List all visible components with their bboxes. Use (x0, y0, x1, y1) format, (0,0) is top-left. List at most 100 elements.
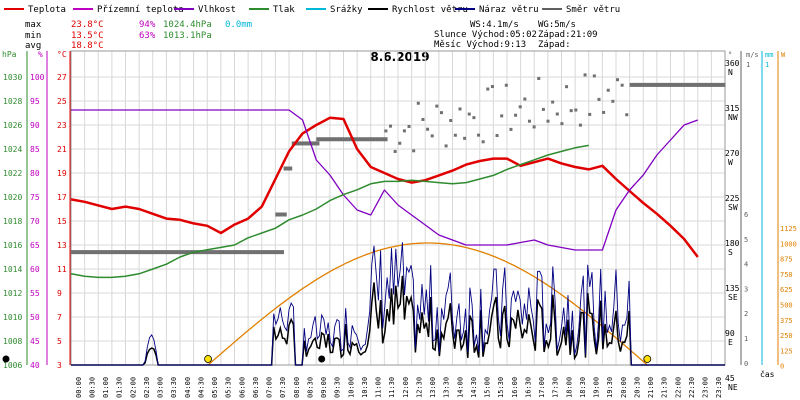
wind-direction-mark (185, 250, 189, 255)
wind-direction-mark (357, 137, 361, 142)
x-tick-label: 18:30 (579, 377, 587, 398)
temperature-tick: 23 (57, 121, 67, 130)
wind-direction-mark (398, 141, 402, 145)
wind-direction-mark (578, 123, 582, 127)
right-axis-unit-1: m/s (746, 51, 759, 59)
wind-direction-mark (332, 137, 336, 142)
stat-max-label: max (25, 20, 42, 30)
wind-gust-line (71, 242, 725, 366)
wind-direction-layer (71, 73, 726, 255)
wind-direction-mark (95, 250, 99, 255)
wind-direction-mark (703, 82, 707, 87)
series-line-vlhkost (71, 109, 699, 251)
series-line-tlak (70, 144, 589, 279)
wind-direction-mark (348, 137, 353, 142)
wind-direction-mark (393, 149, 397, 153)
rain-axis-top: 1 (765, 61, 769, 69)
right-axis-unit-3: W (781, 51, 786, 59)
wind-direction-mark (514, 113, 518, 117)
wind-direction-mark (705, 82, 710, 87)
wind-direction-mark (100, 250, 105, 255)
solar-radiation-line (207, 242, 648, 366)
wind-direction-mark (708, 82, 712, 87)
pressure-tick: 1014 (3, 265, 22, 274)
wind-direction-mark (670, 82, 674, 87)
humidity-tick: 45 (30, 337, 40, 346)
wind-direction-mark (362, 137, 366, 142)
wind-direction-mark (299, 141, 304, 146)
x-tick-label: 17:00 (538, 377, 546, 398)
wind-direction-mark (305, 141, 309, 146)
wind-tick: 2 (744, 310, 748, 318)
wind-direction-mark (467, 112, 471, 116)
wind-tick: 1 (744, 335, 748, 343)
stat-avg-temp: 18.8°C (71, 41, 104, 51)
wind-direction-mark (368, 137, 372, 142)
moonrise-info: Měsíc Východ:9:13 (434, 40, 526, 50)
wind-direction-mark (555, 112, 559, 116)
legend: Teplota Přízemní teplota Vlhkost Tlak Srážky… (4, 5, 620, 15)
wind-direction-mark (259, 250, 263, 255)
wind-direction-mark (215, 250, 219, 255)
direction-tick-letter: S (728, 248, 733, 257)
legend-label-2: Vlhkost (198, 5, 236, 15)
solar-tick: 1125 (780, 225, 797, 233)
wind-direction-mark (407, 124, 411, 128)
wind-direction-mark (201, 250, 205, 255)
x-tick-label: 08:00 (293, 377, 301, 398)
wind-direction-mark (209, 250, 214, 255)
x-tick-label: 11:00 (375, 377, 383, 398)
solar-tick: 500 (780, 302, 793, 310)
wind-direction-mark (711, 82, 715, 87)
wind-direction-mark (565, 85, 569, 89)
wind-direction-mark (160, 250, 165, 255)
humidity-tick: 100 (30, 73, 45, 82)
wind-direction-mark (681, 82, 685, 87)
wind-direction-mark (280, 250, 285, 255)
x-tick-label: 07:30 (279, 377, 287, 398)
right-axis-unit-0: ° (728, 51, 732, 59)
wind-direction-mark (620, 83, 624, 87)
x-tick-label: 22:00 (674, 377, 682, 398)
wind-direction-mark (421, 117, 425, 121)
chart-title: 8.6.2019 (370, 50, 429, 64)
pressure-tick: 1010 (3, 313, 22, 322)
wind-direction-mark (139, 250, 143, 255)
wind-direction-mark (207, 250, 211, 255)
wind-direction-mark (611, 99, 615, 103)
sunset-info: Západ:21:09 (538, 30, 598, 40)
wind-direction-mark (308, 141, 312, 146)
wind-direction-mark (495, 134, 499, 138)
x-tick-label: 14:00 (456, 377, 464, 398)
legend-label-1: Přízemní teplota (97, 5, 184, 15)
right-axis-unit-2: mm (765, 51, 773, 59)
wind-direction-mark (128, 250, 132, 255)
wind-direction-mark (602, 110, 606, 114)
direction-tick: 270 (725, 149, 740, 158)
wind-direction-mark (278, 250, 282, 255)
wind-direction-mark (389, 124, 393, 128)
temperature-tick: 17 (57, 193, 67, 202)
wind-direction-mark (226, 250, 230, 255)
wind-direction-mark (523, 97, 527, 101)
solar-tick: 1000 (780, 240, 797, 248)
pressure-tick: 1012 (3, 289, 22, 298)
x-tick-label: 16:00 (511, 377, 519, 398)
solar-tick: 625 (780, 286, 793, 294)
wind-direction-mark (667, 82, 671, 87)
wind-direction-mark (370, 137, 374, 142)
wind-tick: 5 (744, 236, 748, 244)
wind-direction-mark (267, 250, 271, 255)
wind-direction-mark (629, 82, 633, 87)
humidity-tick: 40 (30, 361, 40, 370)
wind-direction-mark (640, 82, 644, 87)
legend-label-0: Teplota (28, 5, 66, 15)
sunset-marker (643, 355, 652, 363)
direction-tick-letter: E (728, 338, 733, 347)
x-tick-label: 13:30 (443, 377, 451, 398)
wind-direction-mark (212, 250, 216, 255)
wind-direction-mark (158, 250, 162, 255)
wind-direction-mark (509, 127, 513, 131)
left-axis-unit-0: hPa (2, 50, 17, 59)
